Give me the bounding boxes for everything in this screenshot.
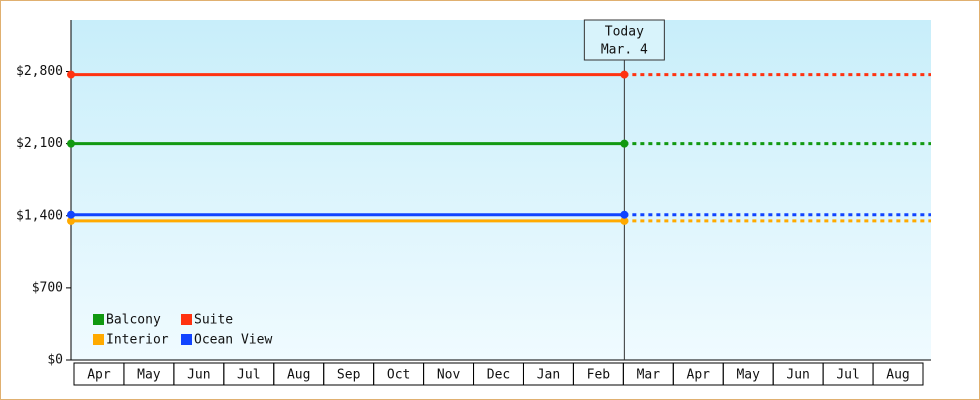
point [620, 70, 629, 79]
plot-area [71, 20, 931, 360]
today-box [583, 19, 665, 61]
x-tick-label: Jul [237, 368, 260, 383]
legend-swatch [93, 314, 104, 325]
x-tick-label: Dec [487, 368, 510, 383]
x-tick-label: Aug [287, 368, 310, 383]
x-tick-label: May [137, 368, 161, 383]
x-tick-label: Apr [87, 368, 111, 383]
legend-label: Balcony [106, 313, 161, 328]
point [67, 216, 75, 225]
legend-swatch [181, 314, 192, 325]
y-tick-label: $2,100 [16, 136, 63, 151]
x-tick-label: Aug [886, 368, 909, 383]
y-tick-label: $0 [47, 353, 63, 368]
y-tick-label: $700 [32, 280, 63, 295]
y-tick-label: $1,400 [16, 208, 63, 223]
point [620, 216, 629, 225]
point [620, 210, 629, 219]
x-tick-label: Mar [637, 368, 661, 383]
y-tick-label: $2,800 [16, 64, 63, 79]
x-tick-label: May [736, 368, 760, 383]
x-tick-label: Oct [387, 368, 410, 383]
x-tick-label: Apr [687, 368, 711, 383]
x-tick-label: Nov [437, 368, 461, 383]
point [620, 139, 629, 148]
point [67, 210, 75, 219]
today-label: Today [605, 25, 644, 40]
x-tick-label: Sep [337, 368, 361, 383]
x-tick-label: Jan [537, 368, 560, 383]
legend-label: Ocean View [194, 333, 272, 348]
x-tick-box [872, 362, 924, 386]
point [67, 70, 75, 79]
legend-label: Interior [106, 333, 169, 348]
today-date: Mar. 4 [601, 43, 648, 58]
x-tick-label: Feb [587, 368, 611, 383]
x-tick-label: Jul [836, 368, 859, 383]
x-tick-label: Jun [786, 368, 809, 383]
legend-swatch [93, 334, 104, 345]
legend-swatch [181, 334, 192, 345]
point [67, 139, 75, 148]
x-tick-label: Jun [187, 368, 210, 383]
legend-label: Suite [194, 313, 233, 328]
